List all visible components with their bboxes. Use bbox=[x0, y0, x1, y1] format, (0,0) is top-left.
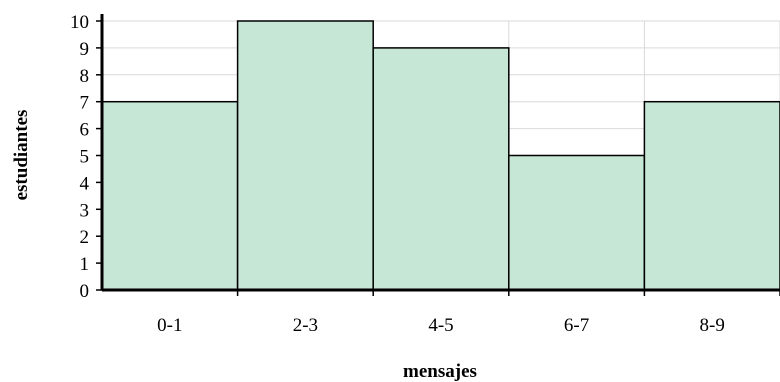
y-axis-title: estudiantes bbox=[11, 110, 32, 201]
y-tick-label: 7 bbox=[80, 93, 90, 114]
bars bbox=[101, 20, 780, 291]
bar-6-7 bbox=[508, 154, 646, 291]
y-tick-label: 3 bbox=[80, 200, 90, 221]
y-tick-label: 1 bbox=[80, 254, 90, 275]
bar-0-1 bbox=[101, 100, 239, 291]
bar-2-3 bbox=[236, 20, 374, 291]
x-tick-label: 8-9 bbox=[700, 315, 725, 336]
y-tick-label: 9 bbox=[80, 39, 90, 60]
x-ticks: 0-1 2-3 4-5 6-7 8-9 bbox=[157, 290, 780, 336]
y-tick-label: 0 bbox=[80, 281, 90, 302]
axes bbox=[100, 14, 780, 292]
x-tick-label: 6-7 bbox=[564, 315, 589, 336]
bar-8-9 bbox=[643, 100, 780, 291]
x-tick-label: 4-5 bbox=[428, 315, 453, 336]
y-ticks: 0 1 2 3 4 5 6 7 8 9 10 bbox=[70, 12, 102, 302]
y-tick-label: 8 bbox=[80, 66, 90, 87]
bar-4-5 bbox=[372, 47, 510, 291]
x-tick-label: 2-3 bbox=[293, 315, 318, 336]
y-tick-label: 10 bbox=[70, 12, 89, 33]
y-tick-label: 4 bbox=[80, 173, 90, 194]
y-tick-label: 5 bbox=[80, 147, 90, 168]
x-axis-title: mensajes bbox=[403, 361, 477, 382]
x-tick-label: 0-1 bbox=[157, 315, 182, 336]
y-tick-label: 2 bbox=[80, 227, 90, 248]
y-tick-label: 6 bbox=[80, 120, 90, 141]
